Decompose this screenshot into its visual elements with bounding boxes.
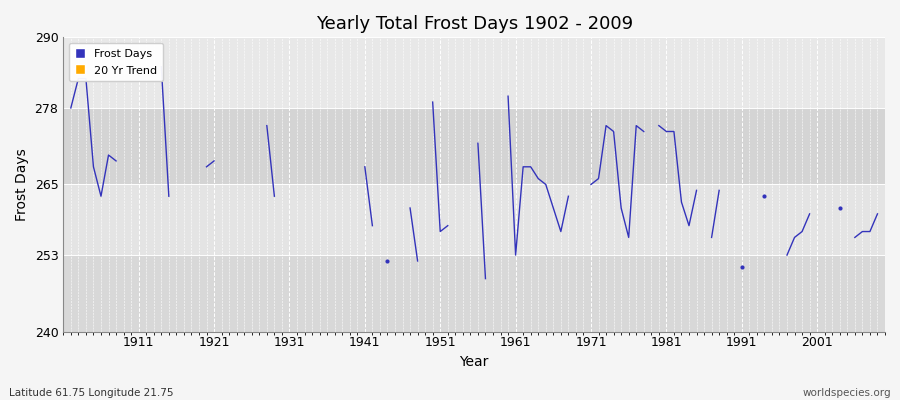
- Bar: [63, 184, 885, 255]
- Y-axis label: Frost Days: Frost Days: [15, 148, 29, 221]
- Legend: Frost Days, 20 Yr Trend: Frost Days, 20 Yr Trend: [68, 43, 163, 81]
- Title: Yearly Total Frost Days 1902 - 2009: Yearly Total Frost Days 1902 - 2009: [316, 15, 633, 33]
- Bar: [63, 108, 885, 184]
- Bar: [63, 37, 885, 108]
- Text: Latitude 61.75 Longitude 21.75: Latitude 61.75 Longitude 21.75: [9, 388, 174, 398]
- X-axis label: Year: Year: [460, 355, 489, 369]
- Text: worldspecies.org: worldspecies.org: [803, 388, 891, 398]
- Bar: [63, 255, 885, 332]
